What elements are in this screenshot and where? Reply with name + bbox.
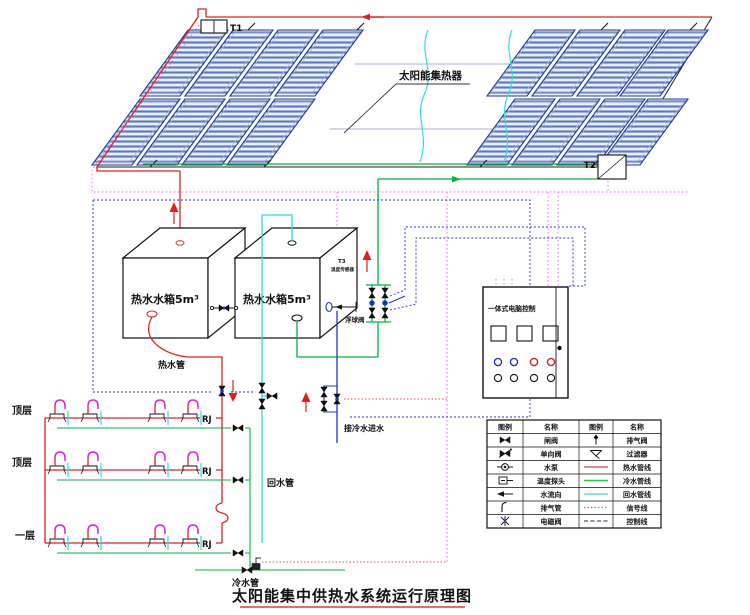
cabinet-latch (557, 345, 562, 351)
hot-water-tank-2 (233, 226, 359, 340)
break-line (503, 29, 513, 163)
tank-2-outlet-port (291, 314, 303, 322)
legend-table: 图例 名称 图例 名称 闸阀 排气阀 单向阀 过滤器 水泵 热水管线 温度探头 … (486, 419, 662, 529)
flow-arrow-up (362, 250, 372, 260)
legend-name: 闸阀 (544, 436, 558, 445)
sensor-signal-lines (262, 398, 447, 563)
strainer-icon (589, 450, 603, 459)
roof-hot-pipe (96, 8, 712, 240)
circulation-pump-group (368, 287, 389, 319)
legend-name: 单向阀 (541, 450, 562, 459)
cold-inlet-assembly: 接冷水进水 (301, 311, 385, 443)
drawing-title-block: 太阳能集中供热水系统运行原理图 (232, 587, 472, 608)
tank-1-label: 热水水箱5m³ (131, 292, 199, 306)
collector-label: 太阳能集热器 (398, 69, 462, 82)
hot-supply-riser: 热水管 (147, 316, 238, 543)
t1-label: T1 (230, 24, 242, 34)
cold-floor-branches (57, 427, 345, 571)
legend-name: 电磁阀 (541, 517, 562, 526)
legend-name: 冷水管线 (623, 477, 651, 486)
cabinet-indicator-lights (493, 357, 556, 383)
cold-pipe-label: 冷水管 (232, 577, 259, 589)
flow-arrow-down (228, 393, 238, 402)
hot-water-tanks: 热水水箱5m³ 热水水箱5m³ 浮球阀 T3 (121, 226, 365, 340)
legend-name: 排气阀 (627, 436, 648, 445)
roof-collector-field: T1 T2 太阳能集热器 (91, 8, 713, 240)
floor-label-top: 顶层 (12, 405, 32, 417)
hot-pipe-label: 热水管 (158, 359, 185, 371)
pump-icon (369, 300, 375, 306)
float-valve: 浮球阀 (325, 301, 365, 324)
legend-name: 水泵 (544, 463, 558, 472)
tank-2-top-port (287, 240, 297, 246)
cabinet-label: 一体式电脑控制 (488, 304, 536, 313)
fixtures (47, 399, 202, 551)
return-riser (258, 214, 293, 543)
rj-tag: RJ (202, 467, 212, 477)
legend-name: 水流向 (541, 490, 562, 499)
float-valve-label: 浮球阀 (345, 315, 365, 324)
control-cabinet: 一体式电脑控制 (482, 286, 569, 399)
roof-return-pipe (143, 163, 598, 180)
legend-header: 图例 (498, 423, 512, 432)
floor-distribution: 顶层 顶层 一层 RJ RJ RJ 回水管 冷水管 (12, 399, 345, 589)
flow-arrow-icon (497, 491, 513, 497)
cold-inlet-label: 接冷水进水 (344, 423, 385, 433)
solenoid-valve-icon (220, 389, 224, 393)
return-pipe-label: 回水管 (267, 477, 294, 489)
legend-name: 热水管线 (623, 463, 651, 472)
flow-arrow-left (361, 13, 370, 21)
rj-tag: RJ (202, 415, 212, 425)
pump-icon (497, 463, 513, 471)
legend-name: 温度探头 (537, 477, 565, 486)
legend-name: 排气管 (541, 504, 562, 513)
floor-label-first: 一层 (15, 530, 35, 542)
t3-name: 温度传感器 (331, 266, 354, 273)
tank-1-outlet-port (146, 310, 158, 318)
tank-connector-pipe (209, 304, 239, 312)
floor-label-mid: 顶层 (12, 457, 32, 469)
temp-sensor-t2: T2 (584, 154, 627, 180)
tank-1-top-port (175, 240, 185, 246)
collector-leader (343, 83, 470, 134)
pump-icon (382, 300, 388, 306)
rj-tag: RJ (202, 540, 212, 550)
legend-header: 名称 (630, 423, 644, 432)
flow-arrow-up (301, 392, 311, 402)
legend-name: 信号线 (627, 504, 648, 513)
collector-feed-riser (296, 179, 406, 358)
temp-sensor-t3: T3 温度传感器 (331, 259, 354, 273)
temp-sensor-t1: T1 (200, 19, 242, 34)
expansion-loop (215, 502, 229, 543)
tank-2-label: 热水水箱5m³ (243, 292, 311, 306)
hot-floor-mains (44, 417, 222, 544)
legend-name: 控制线 (627, 517, 648, 526)
water-meter (251, 557, 261, 570)
legend-header: 图例 (589, 423, 603, 432)
solenoid-valve-icon (500, 516, 510, 526)
check-valve-icon (498, 448, 512, 458)
legend-header: 名称 (544, 423, 558, 432)
legend-name: 回水管线 (623, 490, 651, 499)
t3-id: T3 (338, 259, 346, 265)
collector-panel-array (91, 29, 709, 166)
t2-label: T2 (584, 161, 596, 171)
flow-arrow-right (452, 176, 461, 183)
break-line (419, 29, 429, 163)
legend-name: 过滤器 (627, 450, 649, 459)
solenoid-valve-icon (335, 397, 339, 401)
temp-probe-icon (498, 476, 513, 485)
flow-arrow-up (169, 202, 179, 212)
vent-pipe-icon (501, 501, 507, 512)
cabinet-displays (490, 325, 559, 342)
page-title: 太阳能集中供热水系统运行原理图 (232, 587, 472, 605)
signal-lines (91, 24, 690, 562)
